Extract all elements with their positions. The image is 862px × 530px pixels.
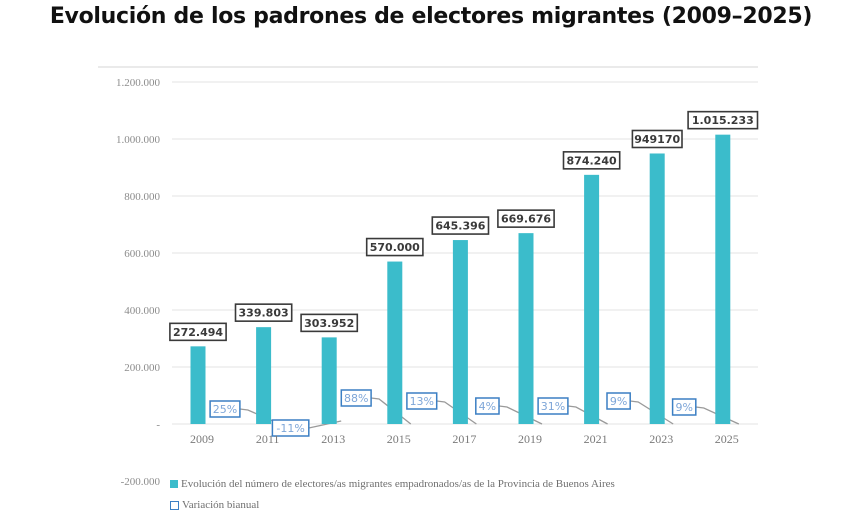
legend-swatch-box xyxy=(170,500,179,510)
legend-swatch-bar xyxy=(170,480,178,488)
percent-label: 9% xyxy=(675,401,692,414)
percent-label-box xyxy=(537,397,569,415)
value-label: 645.396 xyxy=(435,220,485,233)
x-tick-label: 2025 xyxy=(715,432,739,446)
percent-label: 31% xyxy=(541,400,565,413)
x-tick-label: 2021 xyxy=(584,432,608,446)
percent-label-box xyxy=(271,419,310,437)
value-label-box xyxy=(631,129,683,149)
value-label-box xyxy=(497,209,555,228)
x-tick-label: 2013 xyxy=(321,432,345,446)
x-tick-label: 2015 xyxy=(387,432,411,446)
x-tick-label: 2009 xyxy=(190,432,214,446)
legend-label: Variación bianual xyxy=(182,499,260,511)
percent-label-box xyxy=(606,392,631,410)
value-label: 570.000 xyxy=(370,241,420,254)
value-label: 303.952 xyxy=(304,317,354,330)
y-tick-label: 200.000 xyxy=(124,362,160,374)
x-axis-ticks: 2009 2011 2013 2015 2017 2019 2021 2023 2025 xyxy=(190,432,739,446)
value-label: 339.803 xyxy=(239,307,289,320)
bars xyxy=(190,134,731,424)
y-tick-label: 600.000 xyxy=(124,248,160,260)
percent-label: 4% xyxy=(479,400,496,413)
y-tick-label: -200.000 xyxy=(121,476,161,488)
value-label: 949170 xyxy=(634,133,680,146)
y-tick-label: 400.000 xyxy=(124,305,160,317)
value-label-box xyxy=(300,313,359,333)
value-label-box xyxy=(687,110,759,130)
percent-label: -11% xyxy=(276,422,304,435)
bar xyxy=(715,134,731,424)
bar xyxy=(321,337,337,424)
value-label-box xyxy=(431,216,490,235)
percent-labels: 25% -11% 88% 13% 4% 31% 9% 9% xyxy=(209,389,697,437)
percent-label: 88% xyxy=(344,392,368,405)
percent-label-box xyxy=(209,400,241,418)
legend-item-electores: Evolución del número de electores/as mig… xyxy=(170,478,615,490)
bar xyxy=(584,174,600,424)
percent-label: 25% xyxy=(213,403,237,416)
value-label-box xyxy=(169,322,227,342)
value-label: 1.015.233 xyxy=(692,114,754,127)
bar xyxy=(518,233,534,424)
bar xyxy=(452,240,468,424)
value-labels: 272.494 339.803 303.952 570.000 645.396 669.6… xyxy=(169,110,759,342)
value-label-box xyxy=(234,303,293,322)
y-tick-label: - xyxy=(156,419,160,431)
x-tick-label: 2023 xyxy=(649,432,673,446)
y-axis-ticks: 1.200.000 1.000.000 800.000 600.000 400.000 2… xyxy=(116,77,161,488)
value-label-box xyxy=(562,151,621,170)
bar xyxy=(190,346,206,424)
percent-label-box xyxy=(671,398,697,416)
legend-label: Evolución del número de electores/as mig… xyxy=(181,478,615,490)
percent-label: 13% xyxy=(410,395,434,408)
chart-title: Evolución de los padrones de electores m… xyxy=(49,4,813,29)
percent-label-box xyxy=(406,392,438,410)
y-tick-label: 1.000.000 xyxy=(116,134,161,146)
bar xyxy=(256,327,272,424)
value-label-box xyxy=(365,237,424,257)
percent-label: 9% xyxy=(610,395,627,408)
legend-item-variacion: Variación bianual xyxy=(170,499,259,511)
percent-label-box xyxy=(475,397,500,415)
bar xyxy=(649,153,665,424)
y-tick-label: 1.200.000 xyxy=(116,77,161,89)
percent-label-box xyxy=(340,389,372,407)
bar xyxy=(387,261,403,424)
x-tick-label: 2019 xyxy=(518,432,542,446)
value-label: 874.240 xyxy=(567,154,617,167)
value-label: 272.494 xyxy=(173,326,223,339)
x-tick-label: 2017 xyxy=(452,432,476,446)
x-tick-label: 2011 xyxy=(256,432,280,446)
value-label: 669.676 xyxy=(501,213,551,226)
y-tick-label: 800.000 xyxy=(124,191,160,203)
